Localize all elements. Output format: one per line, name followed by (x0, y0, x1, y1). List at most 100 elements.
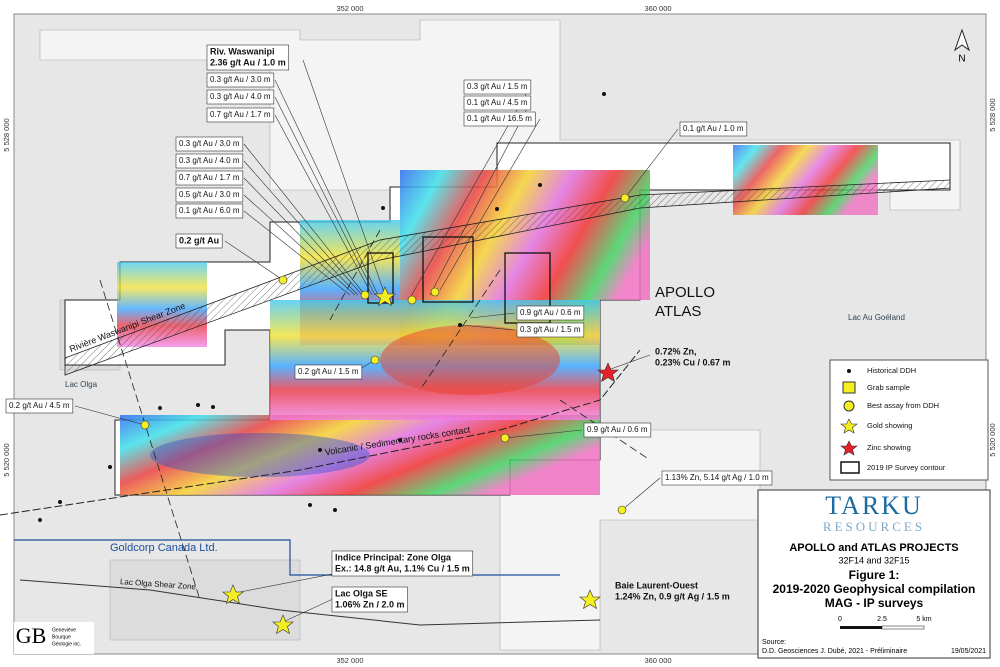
callout-box (175, 187, 244, 203)
callout-text: Baie Laurent-Ouest (615, 580, 698, 590)
callout-box (175, 203, 244, 219)
title-block (757, 489, 991, 659)
ddh (38, 92, 606, 522)
place-label: Goldcorp Canada Ltd. (110, 542, 218, 554)
callout: 0.3 g/t Au / 4.0 m (175, 153, 244, 169)
logo-initials: GB (16, 623, 47, 648)
callout: 0.2 g/t Au / 1.5 m (294, 364, 363, 380)
date: 19/05/2021 (951, 648, 986, 655)
callout: 0.1 g/t Au / 1.0 m (679, 121, 748, 137)
legend (829, 359, 989, 481)
callout-box (463, 79, 532, 95)
subject: MAG - IP surveys (825, 596, 924, 610)
callout-text: 0.2 g/t Au (179, 235, 219, 245)
callout-text: 0.23% Cu / 0.67 m (655, 357, 731, 367)
callout-text: Riv. Waswanipi (210, 46, 275, 56)
callout-box (294, 364, 363, 380)
callout-box (661, 470, 773, 486)
grid-label: 360 000 (644, 4, 671, 13)
mag-raster (120, 415, 600, 495)
place-label: ATLAS (655, 303, 701, 320)
callout-text: 0.1 g/t Au / 4.5 m (467, 98, 528, 107)
legend-symbol (840, 461, 860, 474)
callout-box (331, 550, 474, 577)
sheets: 32F14 and 32F15 (838, 555, 909, 565)
legend-label: Gold showing (867, 421, 912, 430)
callout-box (463, 111, 536, 127)
north-label: N (958, 54, 965, 65)
callout-box (331, 586, 408, 613)
callout-box (206, 89, 275, 105)
shear-line (19, 579, 601, 626)
figure: Figure 1: (849, 568, 900, 582)
callout: 0.9 g/t Au / 0.6 m (516, 305, 585, 321)
contact (0, 349, 641, 516)
callout: Lac Olga SE1.06% Zn / 2.0 m (331, 586, 408, 613)
scale-bar (840, 625, 925, 630)
callout-text: 0.3 g/t Au / 1.5 m (467, 82, 528, 91)
ip-contour (422, 236, 474, 303)
callout-text: 1.06% Zn / 2.0 m (335, 599, 405, 609)
callout-box (516, 305, 585, 321)
zinc-showing (597, 362, 619, 383)
scale-label: 5 km (916, 616, 931, 623)
callout-text: 0.2 g/t Au / 1.5 m (298, 367, 359, 376)
north-arrow (954, 28, 970, 52)
legend-symbol (842, 381, 856, 394)
callout: 0.5 g/t Au / 3.0 m (175, 187, 244, 203)
callout: 0.3 g/t Au / 1.5 m (463, 79, 532, 95)
callout-text: 0.3 g/t Au / 4.0 m (179, 156, 240, 165)
callout-box (206, 72, 275, 88)
callout-box (463, 95, 532, 111)
callout-box (175, 170, 244, 186)
callout-text: 0.1 g/t Au / 16.5 m (467, 114, 532, 123)
source-label: Source: (762, 639, 786, 646)
callout-text: 2.36 g/t Au / 1.0 m (210, 57, 286, 67)
callout-text: 0.72% Zn, (655, 346, 697, 356)
callout: 0.1 g/t Au / 4.5 m (463, 95, 532, 111)
callout-box (516, 322, 585, 338)
legend-symbol (843, 400, 855, 412)
callout-text: 0.2 g/t Au / 4.5 m (9, 401, 70, 410)
subject: 2019-2020 Geophysical compilation (773, 582, 976, 596)
grid-label: 5 520 000 (2, 443, 11, 476)
callout-box (5, 398, 74, 414)
mag-raster (733, 145, 878, 215)
anomaly (150, 433, 370, 477)
callout-text: 0.3 g/t Au / 3.0 m (179, 139, 240, 148)
callout-text: 0.9 g/t Au / 0.6 m (520, 308, 581, 317)
callout: 0.2 g/t Au / 4.5 m (5, 398, 74, 414)
legend-symbol (847, 369, 851, 373)
callout: 0.3 g/t Au / 3.0 m (206, 72, 275, 88)
grid-label: 5 520 000 (988, 423, 997, 456)
callout-text: Ex.: 14.8 g/t Au, 1.1% Cu / 1.5 m (335, 563, 470, 573)
logo-name: Geneviève (52, 627, 76, 633)
callout: 0.3 g/t Au / 3.0 m (175, 136, 244, 152)
legend-label: Grab sample (867, 383, 910, 392)
callout-box (175, 233, 223, 249)
leader (74, 59, 679, 623)
callout-text: Indice Principal: Zone Olga (335, 552, 452, 562)
callout-text: 0.1 g/t Au / 6.0 m (179, 206, 240, 215)
legend-label: Historical DDH (867, 366, 916, 375)
callout: 0.3 g/t Au / 1.5 m (516, 322, 585, 338)
grid-label: 352 000 (336, 4, 363, 13)
callout-box (583, 422, 652, 438)
callout-text: 0.3 g/t Au / 1.5 m (520, 325, 581, 334)
callout-text: Lac Olga SE (335, 588, 388, 598)
grid-label: 352 000 (336, 656, 363, 665)
legend-label: Zinc showing (867, 443, 911, 452)
place-label: Lac Olga (65, 380, 98, 389)
company: TARKU (825, 491, 922, 520)
legend-label: 2019 IP Survey contour (867, 463, 946, 472)
callout: 0.72% Zn,0.23% Cu / 0.67 m (655, 346, 731, 367)
scale-label: 2.5 (877, 616, 887, 623)
callout-text: 0.1 g/t Au / 1.0 m (683, 124, 744, 133)
fault (99, 229, 651, 601)
callout: 0.2 g/t Au (175, 233, 223, 249)
logo-name: Géologie inc. (52, 641, 81, 647)
